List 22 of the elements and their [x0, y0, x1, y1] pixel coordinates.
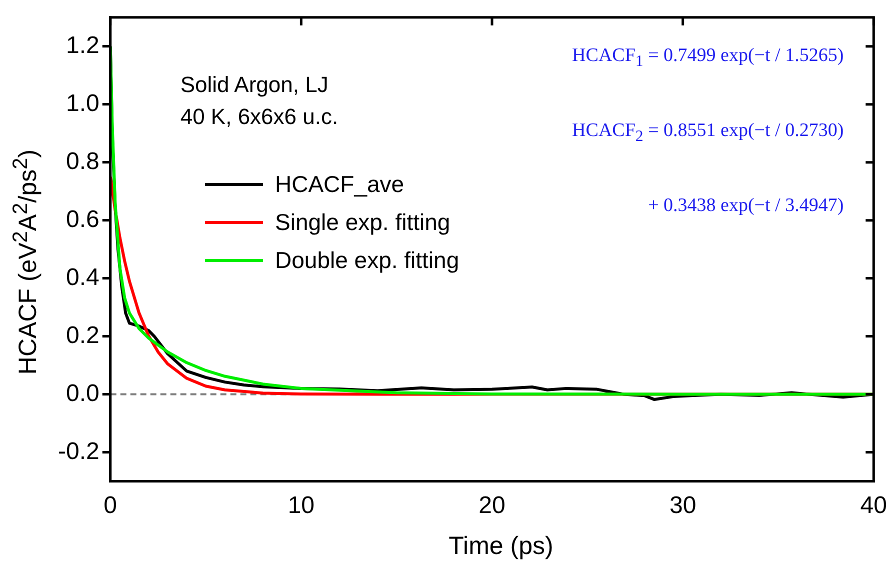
y-tick-label: 0.6: [66, 206, 100, 233]
x-axis-title: Time (ps): [448, 532, 554, 561]
x-tick-label: 10: [288, 492, 315, 520]
x-tick-label: 30: [669, 492, 696, 520]
x-tick-label: 0: [104, 492, 118, 520]
legend-label: HCACF_ave: [275, 170, 404, 198]
annotation: + 0.3438 exp(−t / 3.4947): [648, 195, 844, 218]
y-tick-label: -0.2: [58, 438, 100, 465]
annotation: 40 K, 6x6x6 u.c.: [180, 104, 338, 130]
annotation: HCACF$_{2}$ = 0.8551 exp(−t / 0.2730): [572, 120, 844, 146]
annotation: Solid Argon, LJ: [180, 72, 328, 98]
x-tick-label: 40: [860, 492, 888, 520]
y-tick-label: 0.4: [66, 264, 100, 291]
annotation: HCACF$_{1}$ = 0.7499 exp(−t / 1.5265): [572, 45, 844, 72]
y-tick-label: 0.8: [66, 148, 100, 175]
y-tick-label: 0.0: [66, 380, 100, 407]
legend-label: Double exp. fitting: [275, 246, 460, 274]
legend-label: Single exp. fitting: [275, 208, 450, 236]
x-tick-label: 20: [478, 492, 506, 520]
y-tick-label: 0.2: [66, 322, 100, 349]
y-tick-label: 1.2: [66, 32, 100, 60]
y-tick-label: 1.0: [66, 90, 100, 117]
